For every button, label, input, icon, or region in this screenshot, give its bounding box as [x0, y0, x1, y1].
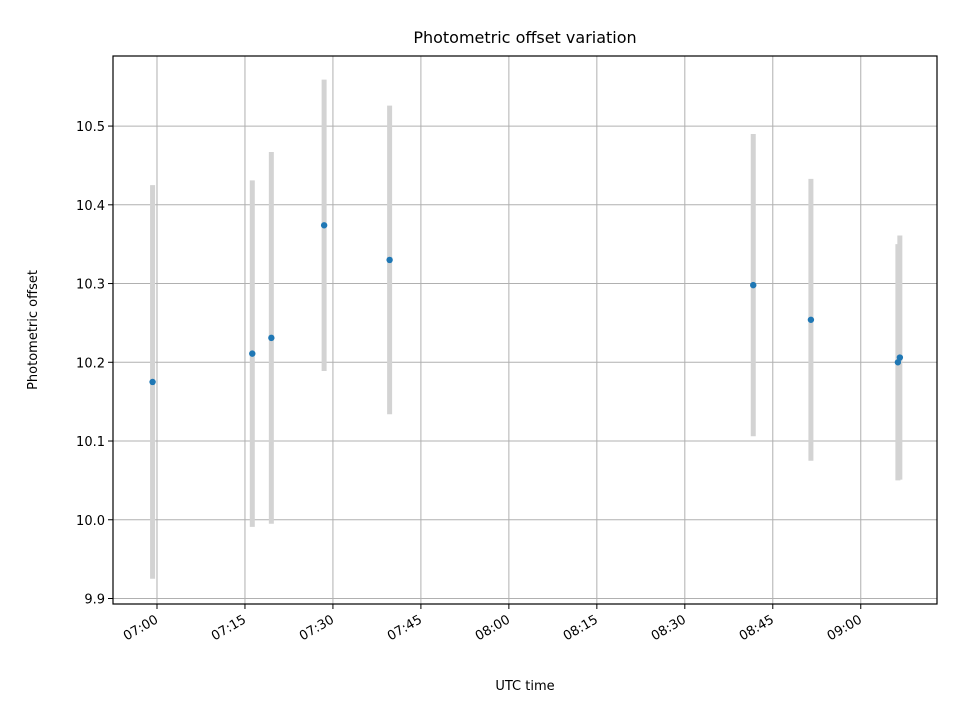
data-point [750, 281, 757, 289]
data-point [807, 316, 815, 323]
data-point [386, 256, 393, 264]
data-point [320, 222, 328, 229]
chart-title: Photometric offset variation [413, 28, 636, 47]
y-axis-label: Photometric offset [26, 270, 41, 390]
y-tick-label: 10.3 [76, 278, 105, 293]
data-point [268, 334, 275, 342]
x-axis-label: UTC time [495, 679, 554, 694]
y-tick-label: 10.4 [76, 199, 105, 214]
y-tick-label: 10.2 [76, 356, 105, 371]
y-tick-label: 10.0 [76, 514, 105, 529]
data-point [249, 350, 256, 357]
plot-frame [112, 55, 938, 605]
y-tick-label: 9.9 [84, 592, 105, 607]
y-tick-label: 10.1 [76, 435, 105, 450]
y-tick-label: 10.5 [76, 120, 105, 135]
data-points [149, 222, 904, 386]
data-point [896, 354, 904, 361]
y-axis-ticks: 9.9 10.0 10.1 10.2 10.3 10.4 10.5 [76, 120, 113, 607]
data-point [149, 378, 156, 386]
